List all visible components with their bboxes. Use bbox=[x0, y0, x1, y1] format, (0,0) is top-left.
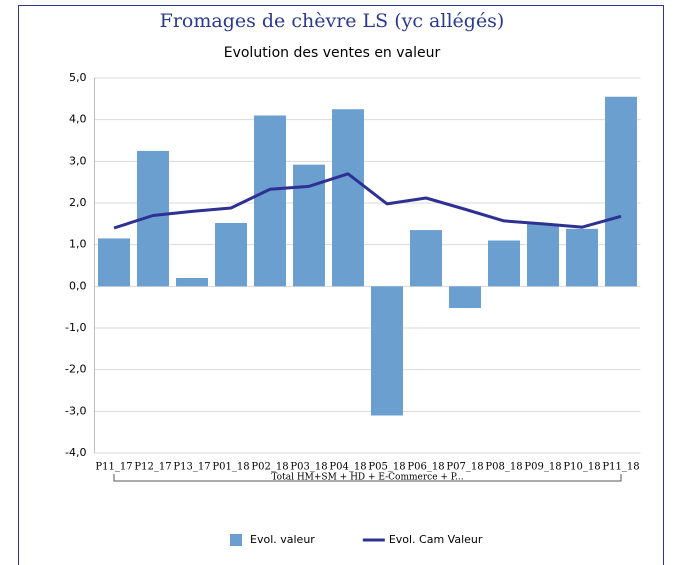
x-tick-label: P02_18 bbox=[251, 462, 288, 473]
y-tick-label: 2,0 bbox=[69, 196, 87, 209]
x-tick-label: P10_18 bbox=[563, 462, 600, 473]
bar bbox=[215, 223, 247, 287]
bar bbox=[527, 223, 559, 287]
y-tick-label: -3,0 bbox=[65, 404, 86, 417]
y-tick-label: 1,0 bbox=[69, 238, 87, 251]
bar bbox=[410, 230, 442, 287]
x-tick-label: P01_18 bbox=[212, 462, 249, 473]
bar bbox=[488, 240, 520, 287]
x-tick-label: P09_18 bbox=[524, 462, 561, 473]
bar bbox=[605, 96, 637, 287]
y-tick-label: -1,0 bbox=[65, 321, 86, 334]
chart-subtitle: Evolution des ventes en valeur bbox=[224, 45, 441, 61]
y-tick-label: -2,0 bbox=[65, 363, 86, 376]
x-tick-label: P11_17 bbox=[95, 462, 132, 473]
x-tick-label: P06_18 bbox=[407, 462, 444, 473]
legend-swatch bbox=[230, 534, 242, 546]
x-group-label: Total HM+SM + HD + E-Commerce + P... bbox=[271, 473, 463, 483]
y-tick-label: 5,0 bbox=[69, 71, 87, 84]
x-tick-label: P04_18 bbox=[329, 462, 366, 473]
x-tick-label: P05_18 bbox=[368, 462, 405, 473]
x-tick-label: P08_18 bbox=[485, 462, 522, 473]
x-tick-label: P11_18 bbox=[602, 462, 639, 473]
chart-title: Fromages de chèvre LS (yc allégés) bbox=[160, 10, 505, 32]
bar bbox=[566, 228, 598, 287]
line bbox=[113, 172, 622, 230]
y-tick-label: -4,0 bbox=[65, 446, 86, 459]
bar bbox=[332, 109, 364, 287]
bar bbox=[254, 115, 286, 287]
group-bracket bbox=[113, 474, 622, 482]
bar bbox=[449, 286, 481, 308]
y-tick-label: 3,0 bbox=[69, 154, 87, 167]
y-tick-label: 0,0 bbox=[69, 279, 87, 292]
bar bbox=[176, 278, 208, 287]
bar bbox=[98, 238, 130, 287]
y-tick-label: 4,0 bbox=[69, 113, 87, 126]
x-tick-label: P13_17 bbox=[173, 462, 210, 473]
legend-label: Evol. valeur bbox=[250, 533, 315, 546]
x-tick-label: P07_18 bbox=[446, 462, 483, 473]
x-tick-label: P12_17 bbox=[134, 462, 171, 473]
bar bbox=[371, 286, 403, 416]
legend-label: Evol. Cam Valeur bbox=[389, 533, 483, 546]
x-tick-label: P03_18 bbox=[290, 462, 327, 473]
